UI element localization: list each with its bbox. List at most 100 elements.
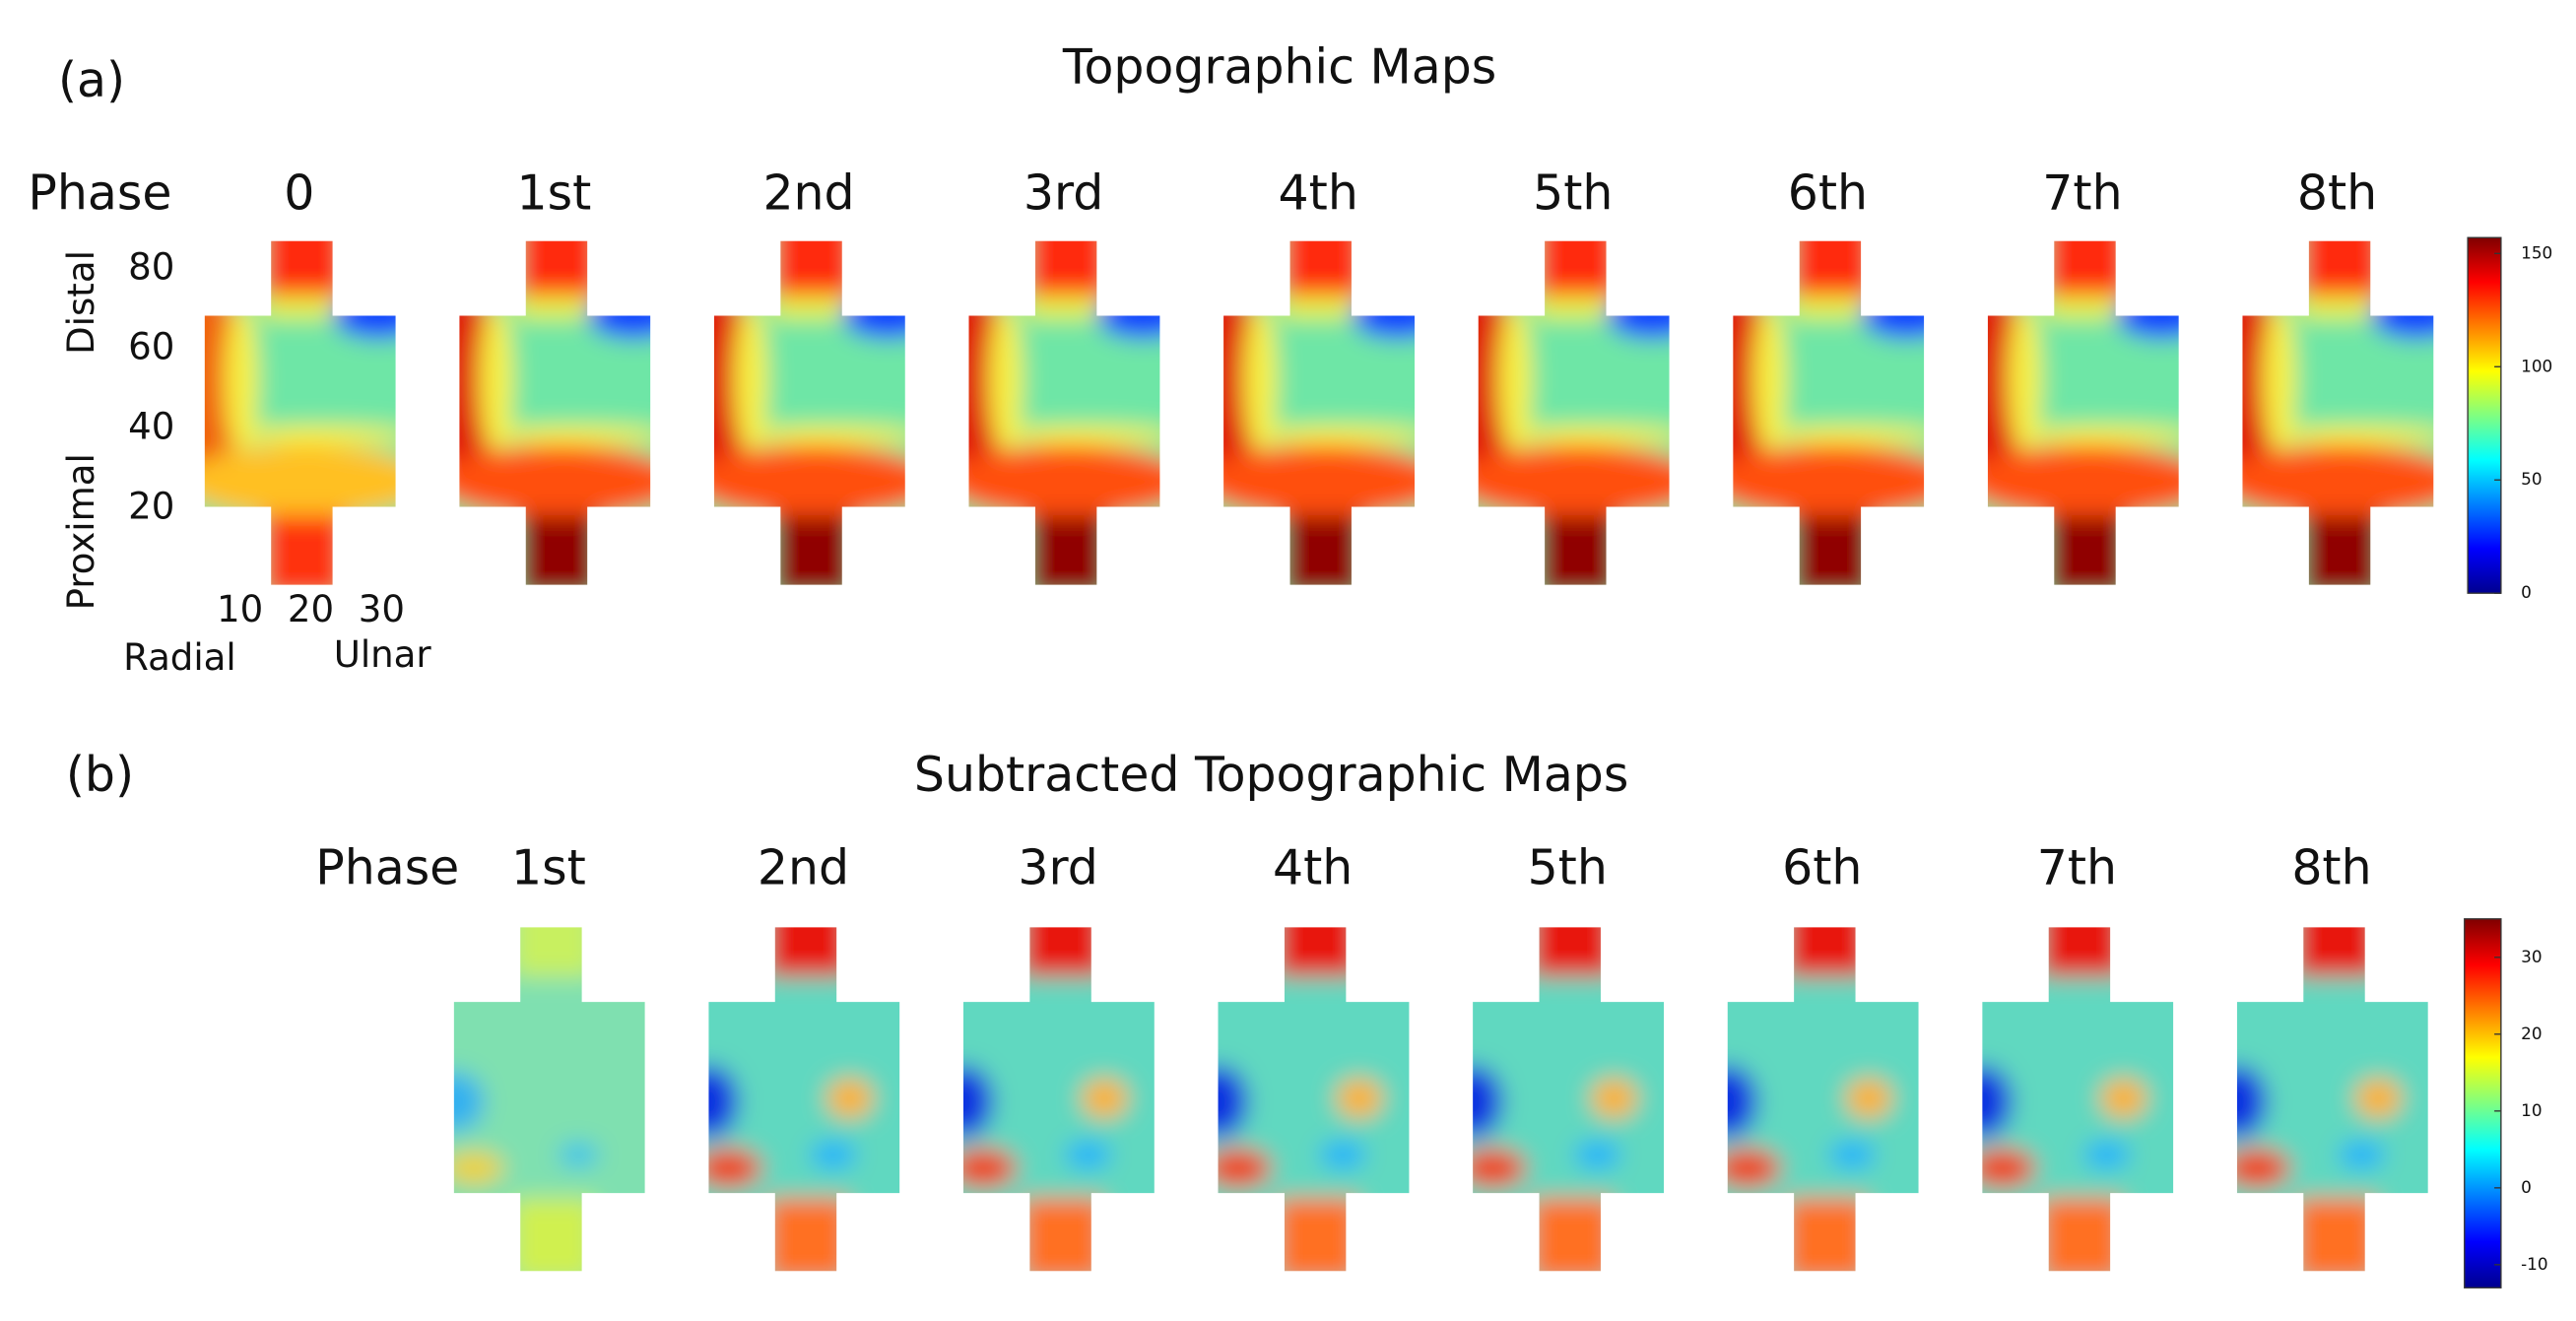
panel-label: (a) <box>58 52 125 108</box>
subtracted-map <box>1727 927 1919 1272</box>
heat <box>1497 303 1532 454</box>
heat <box>739 425 905 446</box>
heat <box>1021 1198 1105 1272</box>
heat <box>1218 1148 1272 1189</box>
heat <box>1282 296 1365 319</box>
subtracted-map <box>2236 927 2428 1272</box>
heat <box>262 240 347 299</box>
phase-title: 3rd <box>1018 839 1097 895</box>
heat <box>2300 514 2384 585</box>
heat <box>1536 240 1620 299</box>
heat <box>708 1148 762 1189</box>
heat <box>2294 927 2379 977</box>
phase-title: 0 <box>284 165 314 222</box>
heat <box>1785 927 1870 977</box>
heat <box>1531 927 1615 977</box>
heat <box>766 1198 850 1272</box>
heat <box>1757 425 1925 446</box>
x-tick-label: 30 <box>359 588 405 630</box>
phase-title: 2nd <box>758 839 849 895</box>
heat <box>2267 425 2434 446</box>
heat <box>2040 927 2124 977</box>
heat <box>766 927 850 977</box>
phase-title: 3rd <box>1024 165 1103 222</box>
y-tick-label: 20 <box>128 486 174 528</box>
phase-label: Phase <box>315 839 459 895</box>
heat-field <box>1727 927 1919 1272</box>
heat <box>511 1198 596 1272</box>
heat <box>517 514 601 585</box>
heat <box>1752 303 1787 454</box>
heat <box>1590 1078 1638 1119</box>
colorbar-tick-label: 0 <box>2521 582 2532 602</box>
heat <box>2045 514 2130 585</box>
heat <box>1351 292 1416 340</box>
heat <box>708 1065 739 1139</box>
heat <box>2045 296 2130 319</box>
heat <box>968 282 1009 483</box>
phase-title: 6th <box>1788 165 1868 222</box>
heat <box>2236 1065 2268 1139</box>
heat <box>332 292 396 340</box>
topographic-map <box>713 240 905 585</box>
heat <box>262 296 347 319</box>
heat <box>1064 1141 1112 1168</box>
heat <box>1026 240 1110 299</box>
heat-field <box>204 240 396 585</box>
heat <box>1026 296 1110 319</box>
heat <box>1473 1065 1503 1139</box>
phase-title: 2nd <box>762 165 854 222</box>
heat-field <box>968 240 1160 585</box>
heat <box>1336 1078 1383 1119</box>
x-tick-label: 20 <box>288 588 334 630</box>
phase-title: 5th <box>1528 839 1608 895</box>
heat <box>2083 1141 2131 1168</box>
heat <box>2262 303 2296 454</box>
topographic-map <box>1733 240 1925 585</box>
heat <box>2338 1141 2385 1168</box>
heat-field <box>1982 927 2174 1272</box>
heat <box>841 292 905 340</box>
heat <box>1987 282 2028 483</box>
topographic-map <box>2242 240 2434 585</box>
heat <box>558 1143 599 1167</box>
panel-label: (b) <box>66 747 134 803</box>
heat-field <box>1218 927 1410 1272</box>
heat <box>1478 282 1519 483</box>
heat <box>771 240 856 299</box>
heat <box>1727 1065 1758 1139</box>
heat <box>771 514 856 585</box>
heat <box>1276 927 1359 977</box>
phase-title: 8th <box>2297 165 2377 222</box>
phase-title: 1st <box>511 839 586 895</box>
heat <box>479 303 513 454</box>
heat <box>1733 445 1925 519</box>
heat <box>1733 282 1773 483</box>
colorbar-tick-label: 100 <box>2521 356 2552 375</box>
phase-title: 7th <box>2042 165 2122 222</box>
heat <box>204 445 396 519</box>
heat <box>1223 445 1416 519</box>
phase-title: 7th <box>2037 839 2117 895</box>
topographic-map <box>1478 240 1670 585</box>
heat <box>1531 1198 1615 1272</box>
colorbar-tick-label: 20 <box>2521 1024 2542 1043</box>
heat <box>1845 1078 1892 1119</box>
phase-title: 4th <box>1279 165 1358 222</box>
axis-label: Distal <box>60 250 102 355</box>
heat <box>1987 445 2179 519</box>
heat <box>1478 445 1670 519</box>
heat <box>1791 240 1875 299</box>
heat <box>2040 1198 2124 1272</box>
heat-field <box>1223 240 1416 585</box>
heat-field <box>1987 240 2179 585</box>
heat <box>1828 1141 1876 1168</box>
heat <box>962 1065 994 1139</box>
heat-field <box>708 927 900 1272</box>
heat <box>1473 1148 1527 1189</box>
subtracted-map <box>453 927 645 1272</box>
axis-label: Proximal <box>60 453 102 610</box>
phase-title: 5th <box>1533 165 1613 222</box>
heat <box>734 303 767 454</box>
heat <box>1727 1148 1781 1189</box>
